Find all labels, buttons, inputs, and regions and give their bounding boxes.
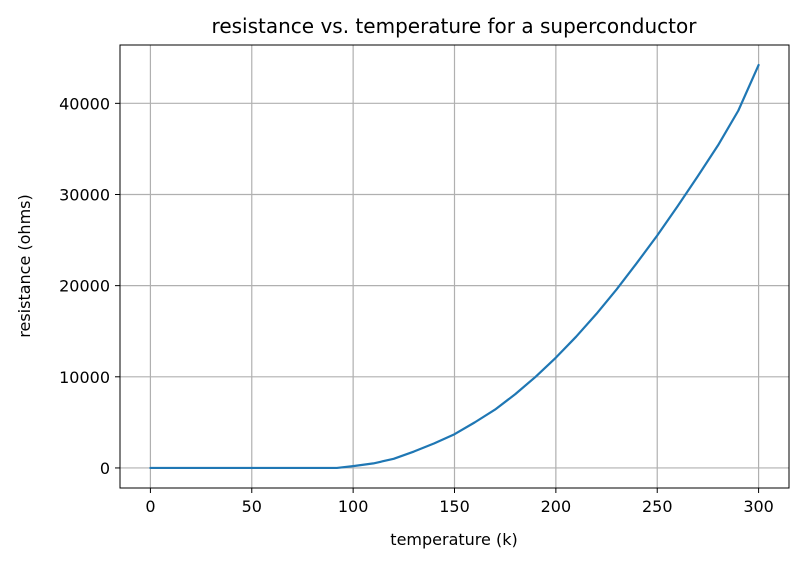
x-tick-label-1: 50 (242, 497, 262, 516)
series-line-0 (149, 63, 760, 470)
x-tick-label-6: 300 (743, 497, 774, 516)
chart-title: resistance vs. temperature for a superco… (212, 14, 698, 38)
y-axis-label: resistance (ohms) (15, 194, 34, 337)
x-axis-label: temperature (k) (390, 530, 517, 549)
y-tick-label-1: 10000 (59, 368, 110, 387)
ticks-layer: 0 50 100 150 200 250 300 0 10000 20000 30000 40000 (59, 94, 774, 516)
y-tick-label-4: 40000 (59, 94, 110, 113)
x-tick-label-4: 200 (541, 497, 572, 516)
series-layer (149, 63, 760, 470)
x-tick-label-3: 150 (439, 497, 470, 516)
x-tick-label-0: 0 (145, 497, 155, 516)
x-tick-label-2: 100 (338, 497, 369, 516)
y-tick-label-3: 30000 (59, 185, 110, 204)
y-tick-label-2: 20000 (59, 277, 110, 296)
y-tick-label-0: 0 (100, 459, 110, 478)
x-tick-label-5: 250 (642, 497, 673, 516)
